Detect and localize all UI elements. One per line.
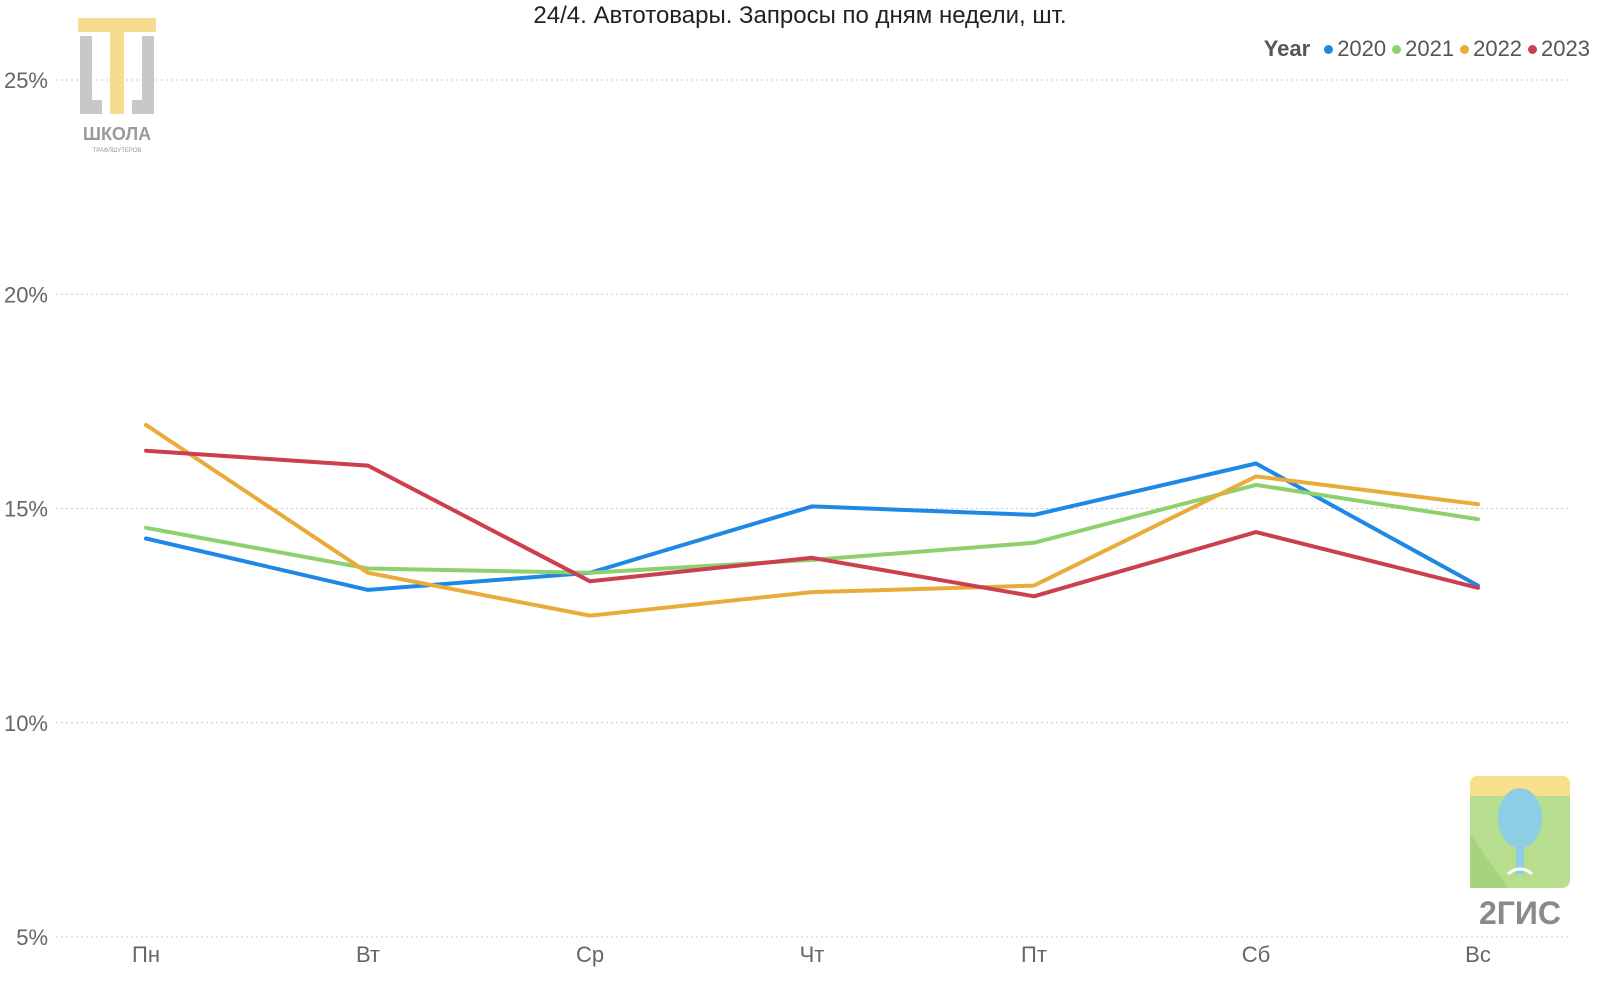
legend: Year 2020 2021 2022 2023 — [1264, 36, 1590, 62]
legend-dot-2021 — [1392, 44, 1402, 54]
y-tick-label: 20% — [4, 282, 48, 307]
y-tick-label: 15% — [4, 497, 48, 522]
legend-title: Year — [1263, 36, 1311, 61]
series-line-2021[interactable] — [144, 482, 1480, 575]
legend-label-2023: 2023 — [1541, 36, 1590, 61]
x-tick-label: Вс — [1465, 942, 1491, 967]
x-tick-label: Ср — [576, 942, 604, 967]
legend-item-2020[interactable]: 2020 — [1324, 36, 1386, 62]
legend-label-2021: 2021 — [1405, 36, 1455, 61]
legend-label-2022: 2022 — [1473, 36, 1523, 61]
x-tick-label: Вт — [356, 942, 380, 967]
school-logo-subtext: ТРАФЛШУТЕРОВ — [93, 148, 142, 154]
y-axis: 5% 10% 15% 20% 25% — [4, 68, 48, 950]
chart-title: 24/4. Автотовары. Запросы по дням недели… — [533, 2, 1067, 29]
x-tick-label: Сб — [1242, 942, 1271, 967]
x-tick-label: Пн — [132, 942, 160, 967]
legend-label-2020: 2020 — [1337, 36, 1387, 61]
legend-item-2021[interactable]: 2021 — [1392, 36, 1454, 62]
legend-dot-2020 — [1324, 44, 1334, 54]
y-tick-label: 25% — [4, 68, 48, 93]
school-logo-text: ШКОЛА — [83, 124, 151, 144]
series-line-2022[interactable] — [144, 422, 1480, 618]
x-axis: Пн Вт Ср Чт Пт Сб Вс — [132, 942, 1491, 967]
2gis-logo: 2ГИС — [1470, 776, 1570, 931]
y-tick-label: 10% — [4, 711, 48, 736]
y-tick-label: 5% — [16, 925, 48, 950]
legend-item-2023[interactable]: 2023 — [1528, 36, 1590, 62]
2gis-logo-text: 2ГИС — [1479, 895, 1561, 931]
legend-dot-2022 — [1460, 44, 1470, 54]
x-tick-label: Чт — [800, 942, 825, 967]
series-lines — [144, 422, 1480, 618]
series-line-2023[interactable] — [144, 448, 1480, 599]
legend-item-2022[interactable]: 2022 — [1460, 36, 1522, 62]
school-logo: ШКОЛА ТРАФЛШУТЕРОВ — [78, 18, 156, 154]
grid-lines — [56, 79, 1568, 938]
x-tick-label: Пт — [1021, 942, 1047, 967]
series-line-2020[interactable] — [144, 461, 1480, 592]
legend-dot-2023 — [1528, 44, 1538, 54]
